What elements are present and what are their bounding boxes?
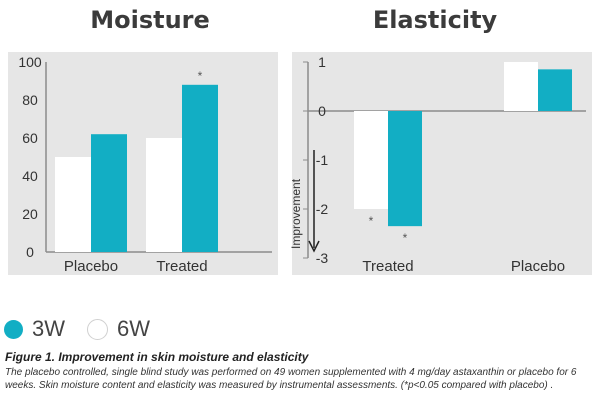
- caption-body: The placebo controlled, single blind stu…: [5, 367, 577, 391]
- x-tick-label: Placebo: [64, 258, 118, 275]
- bar-3w-treated: [182, 84, 218, 252]
- significance-marker: *: [369, 214, 374, 228]
- x-tick-label: Placebo: [511, 258, 565, 275]
- charts-canvas: 100 80 60 40 20 0 Placebo Treated * 1 0 -1 -2 -3 Trea…: [8, 52, 592, 275]
- improvement-arrow-head: [308, 240, 320, 253]
- legend-6w-swatch: [87, 318, 108, 340]
- y-tick-label: 0: [26, 244, 34, 260]
- bar-3w-treated: [388, 111, 422, 227]
- moisture-panel: [8, 52, 278, 275]
- y-tick-label: 80: [22, 92, 38, 108]
- bar-6w-treated: [354, 111, 388, 209]
- y-tick-label: 60: [22, 130, 38, 146]
- y-tick-label: -2: [316, 201, 329, 217]
- bar-3w-placebo: [538, 69, 572, 111]
- legend: 3W 6W: [4, 316, 150, 342]
- significance-marker: *: [198, 69, 203, 83]
- x-tick-label: Treated: [156, 258, 207, 275]
- bar-6w-placebo: [504, 62, 538, 111]
- y-tick-label: 20: [22, 206, 38, 222]
- y-tick-label: 40: [22, 168, 38, 184]
- significance-marker: *: [403, 231, 408, 245]
- y-tick-label: 1: [318, 54, 326, 70]
- y-tick-label: -3: [316, 250, 329, 266]
- moisture-chart-title: Moisture: [90, 6, 210, 34]
- bar-6w-treated: [146, 138, 182, 252]
- legend-6w-label: 6W: [117, 316, 150, 341]
- y-tick-label: -1: [316, 152, 329, 168]
- bar-3w-placebo: [91, 134, 127, 252]
- figure-caption: Figure 1. Improvement in skin moisture a…: [5, 350, 595, 392]
- x-tick-label: Treated: [362, 258, 413, 275]
- y-tick-label: 0: [318, 103, 326, 119]
- elasticity-chart-title: Elasticity: [372, 6, 498, 34]
- caption-title: Figure 1. Improvement in skin moisture a…: [5, 350, 309, 364]
- improvement-label-text: Improvement: [289, 178, 303, 249]
- legend-3w-label: 3W: [32, 316, 65, 341]
- bar-6w-placebo: [55, 157, 91, 252]
- legend-3w-swatch: [4, 319, 23, 339]
- y-tick-label: 100: [18, 54, 42, 70]
- improvement-arrow-label: Improvement: [289, 178, 303, 249]
